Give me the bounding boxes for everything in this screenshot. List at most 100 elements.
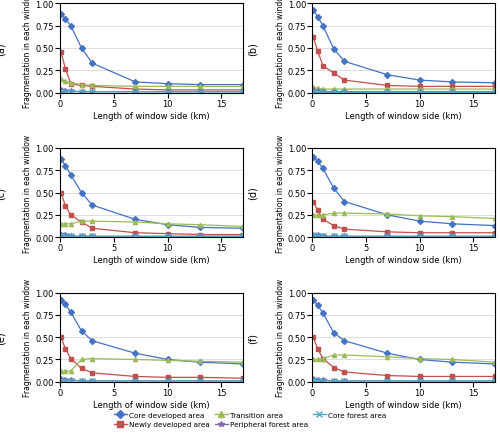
Core developed area <box>384 73 390 78</box>
Transition area <box>240 85 246 90</box>
Core developed area <box>164 357 170 362</box>
Transition area <box>62 222 68 227</box>
Core developed area <box>68 310 74 315</box>
Peripheral forest area <box>320 234 326 240</box>
Peripheral forest area <box>62 89 68 94</box>
Core forest area <box>342 90 347 95</box>
Transition area <box>416 356 422 362</box>
Newly developed area <box>342 78 347 83</box>
Core forest area <box>330 90 336 95</box>
Newly developed area <box>330 224 336 229</box>
Transition area <box>68 81 74 86</box>
X-axis label: Length of window side (km): Length of window side (km) <box>93 256 210 265</box>
Transition area <box>492 87 498 92</box>
Transition area <box>164 222 170 227</box>
X-axis label: Length of window side (km): Length of window side (km) <box>93 112 210 120</box>
Newly developed area <box>449 85 455 90</box>
Core developed area <box>314 15 320 20</box>
Transition area <box>320 356 326 362</box>
Line: Core developed area: Core developed area <box>59 157 245 231</box>
Transition area <box>330 211 336 216</box>
Transition area <box>449 214 455 220</box>
Line: Transition area: Transition area <box>311 353 497 365</box>
Peripheral forest area <box>314 89 320 94</box>
Core forest area <box>310 378 316 383</box>
Peripheral forest area <box>449 378 455 384</box>
Peripheral forest area <box>132 234 138 240</box>
Y-axis label: Fragmentation in each window: Fragmentation in each window <box>276 134 284 252</box>
Line: Core forest area: Core forest area <box>310 233 498 240</box>
Core forest area <box>58 378 64 383</box>
Peripheral forest area <box>58 232 64 237</box>
Core developed area <box>416 78 422 83</box>
Transition area <box>314 213 320 218</box>
Core developed area <box>78 46 84 52</box>
Core developed area <box>164 223 170 228</box>
Core developed area <box>492 362 498 367</box>
Line: Core forest area: Core forest area <box>310 378 498 384</box>
Newly developed area <box>384 230 390 235</box>
Peripheral forest area <box>62 233 68 238</box>
Line: Newly developed area: Newly developed area <box>59 51 245 93</box>
Core developed area <box>330 186 336 191</box>
Transition area <box>164 85 170 90</box>
Transition area <box>310 213 316 218</box>
Core developed area <box>132 351 138 356</box>
Core forest area <box>197 234 203 240</box>
Newly developed area <box>58 191 64 196</box>
Transition area <box>90 84 96 89</box>
Core developed area <box>90 61 96 66</box>
Newly developed area <box>62 67 68 72</box>
Newly developed area <box>240 232 246 237</box>
Core forest area <box>240 234 246 240</box>
Core developed area <box>62 17 68 22</box>
Core developed area <box>314 303 320 308</box>
Peripheral forest area <box>320 90 326 95</box>
Peripheral forest area <box>416 234 422 240</box>
Peripheral forest area <box>68 234 74 240</box>
Core developed area <box>240 83 246 88</box>
X-axis label: Length of window side (km): Length of window side (km) <box>346 400 462 409</box>
Peripheral forest area <box>449 234 455 240</box>
Newly developed area <box>492 230 498 236</box>
Core developed area <box>68 24 74 29</box>
Line: Peripheral forest area: Peripheral forest area <box>310 376 498 384</box>
Transition area <box>240 224 246 230</box>
Transition area <box>492 217 498 222</box>
Newly developed area <box>342 369 347 375</box>
Core developed area <box>314 159 320 164</box>
Core forest area <box>197 90 203 95</box>
Peripheral forest area <box>68 89 74 94</box>
Peripheral forest area <box>164 234 170 240</box>
Text: (e): (e) <box>0 331 5 344</box>
Core forest area <box>90 378 96 384</box>
Line: Newly developed area: Newly developed area <box>59 191 245 237</box>
Core developed area <box>449 360 455 365</box>
Core developed area <box>492 81 498 86</box>
Transition area <box>310 357 316 362</box>
Transition area <box>58 77 64 82</box>
Transition area <box>240 360 246 365</box>
Peripheral forest area <box>132 90 138 95</box>
Core forest area <box>58 89 64 94</box>
Line: Core forest area: Core forest area <box>58 378 246 384</box>
Peripheral forest area <box>492 234 498 240</box>
Line: Core developed area: Core developed area <box>311 155 497 228</box>
Newly developed area <box>90 85 96 90</box>
Newly developed area <box>449 230 455 236</box>
Transition area <box>164 358 170 363</box>
Line: Transition area: Transition area <box>59 357 245 373</box>
Transition area <box>330 87 336 92</box>
Core developed area <box>310 155 316 160</box>
Core forest area <box>314 234 320 240</box>
Line: Peripheral forest area: Peripheral forest area <box>58 88 246 95</box>
Core forest area <box>78 90 84 95</box>
Text: (a): (a) <box>0 42 5 56</box>
Newly developed area <box>314 49 320 54</box>
Transition area <box>320 213 326 218</box>
Transition area <box>384 87 390 92</box>
Peripheral forest area <box>310 232 316 237</box>
Core forest area <box>449 90 455 95</box>
Newly developed area <box>164 375 170 380</box>
Line: Transition area: Transition area <box>311 211 497 221</box>
